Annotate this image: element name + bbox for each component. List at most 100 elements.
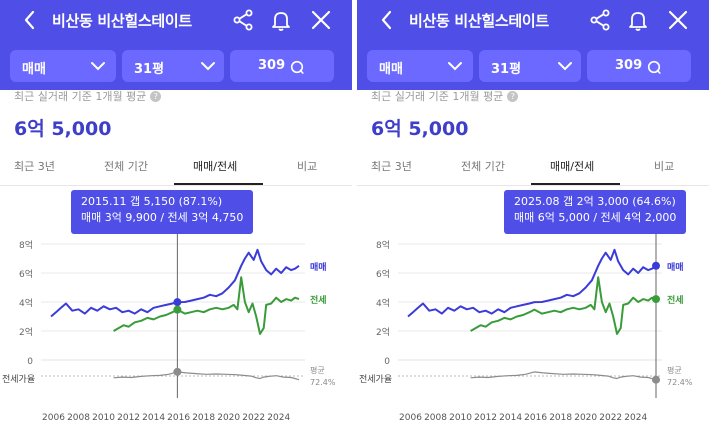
y-tick-label: 0 (27, 357, 33, 367)
price-subtitle: 최근 실거래 기준 1개월 평균? (371, 88, 519, 104)
x-tick-label: 2010 (449, 413, 472, 423)
ratio-axis-label: 전세가율 (359, 374, 392, 385)
size-value: 31평 (134, 62, 165, 77)
active-tab-indicator (174, 183, 263, 185)
page-title: 비산동 비산힐스테이트 (52, 12, 192, 30)
x-tick-label: 2012 (117, 413, 140, 423)
x-tick-label: 2016 (167, 413, 190, 423)
chevron-down-icon (201, 62, 215, 71)
chart-tabs: 최근 3년 전체 기간 매매/전세 비교 (0, 148, 352, 186)
tab-sale-jeonse[interactable]: 매매/전세 (193, 160, 238, 173)
share-icon[interactable] (587, 7, 613, 33)
panel-right: 비산동 비산힐스테이트 매매 31평 309 최근 실거래 기준 1개월 평균?… (357, 0, 709, 425)
tab-sale-jeonse[interactable]: 매매/전세 (550, 160, 595, 173)
trade-type-select[interactable]: 매매 (10, 50, 116, 82)
series-label-sale: 매매 (667, 261, 684, 273)
series-line-ratio (470, 371, 657, 381)
chat-bubble-icon (290, 60, 304, 74)
ratio-average-value: 72.4% (310, 378, 336, 387)
x-tick-label: 2014 (142, 413, 165, 423)
chart-tooltip: 2025.08 갭 2억 3,000 (64.6%) 매매 6억 5,000 /… (504, 190, 687, 234)
y-tick-label: 6억 (376, 268, 390, 280)
y-tick-label: 2억 (19, 326, 33, 338)
price-chart[interactable]: 8억 6억 4억 2억 0 전세가율 평균 72.4% 2006 2008 2010 2012 2014… (357, 188, 709, 425)
tab-recent-3y[interactable]: 최근 3년 (371, 160, 412, 173)
chart-svg: 8억 6억 4억 2억 0 전세가율 평균 72.4% 2006 2008 2010 2012 2014… (2, 228, 336, 423)
cursor-point-ratio (651, 375, 660, 384)
size-select[interactable]: 31평 (122, 50, 224, 82)
tooltip-line2: 매매 6억 5,000 / 전세 4억 2,000 (514, 211, 677, 224)
info-icon[interactable]: ? (507, 91, 519, 102)
x-tick-label: 2012 (474, 413, 497, 423)
close-icon[interactable] (665, 7, 691, 33)
series-line-ratio (113, 371, 300, 381)
tab-all-period[interactable]: 전체 기간 (461, 160, 505, 173)
comments-count: 309 (258, 58, 286, 73)
x-tick-label: 2024 (624, 413, 647, 423)
size-value: 31평 (491, 62, 522, 77)
tooltip-line1: 2025.08 갭 2억 3,000 (64.6%) (514, 195, 676, 208)
y-tick-label: 2억 (376, 326, 390, 338)
series-line-jeonse (113, 276, 300, 335)
x-tick-label: 2022 (599, 413, 622, 423)
x-tick-label: 2020 (217, 413, 240, 423)
comments-count: 309 (615, 58, 643, 73)
y-tick-label: 0 (384, 357, 390, 367)
bell-icon[interactable] (625, 7, 651, 33)
y-tick-label: 4억 (376, 297, 390, 309)
x-tick-label: 2022 (242, 413, 265, 423)
tab-compare[interactable]: 비교 (654, 160, 675, 173)
y-tick-label: 6억 (19, 268, 33, 280)
price-chart[interactable]: 8억 6억 4억 2억 0 전세가율 평균 72.4% 2006 2008 2010 2012 2014… (0, 188, 352, 425)
chat-bubble-icon (647, 60, 661, 74)
x-tick-label: 2020 (574, 413, 597, 423)
size-select[interactable]: 31평 (479, 50, 581, 82)
trade-type-select[interactable]: 매매 (367, 50, 473, 82)
close-icon[interactable] (308, 7, 334, 33)
share-icon[interactable] (230, 7, 256, 33)
series-line-sale (50, 248, 300, 318)
ratio-average-value: 72.4% (667, 378, 693, 387)
price-subtitle: 최근 실거래 기준 1개월 평균? (14, 88, 162, 104)
info-icon[interactable]: ? (150, 91, 162, 102)
average-price: 6억 5,000 (14, 118, 112, 140)
tooltip-line2: 매매 3억 9,900 / 전세 3억 4,750 (81, 211, 244, 224)
chevron-left-icon[interactable] (375, 7, 399, 33)
y-tick-label: 8억 (376, 239, 390, 251)
x-tick-label: 2018 (549, 413, 572, 423)
y-tick-label: 4억 (19, 297, 33, 309)
chevron-left-icon[interactable] (18, 7, 42, 33)
x-tick-label: 2006 (42, 413, 65, 423)
x-tick-label: 2014 (499, 413, 522, 423)
x-tick-label: 2024 (267, 413, 290, 423)
x-tick-label: 2008 (67, 413, 90, 423)
trade-type-value: 매매 (22, 62, 46, 77)
tab-all-period[interactable]: 전체 기간 (104, 160, 148, 173)
y-tick-label: 8억 (19, 239, 33, 251)
cursor-point-sale (173, 298, 182, 307)
chart-tooltip: 2015.11 갭 5,150 (87.1%) 매매 3억 9,900 / 전세… (71, 190, 254, 234)
app-header: 비산동 비산힐스테이트 매매 31평 309 (357, 0, 709, 90)
chart-tabs: 최근 3년 전체 기간 매매/전세 비교 (357, 148, 709, 186)
cursor-point-sale (651, 261, 660, 270)
series-line-jeonse (470, 276, 657, 335)
tab-recent-3y[interactable]: 최근 3년 (14, 160, 55, 173)
bell-icon[interactable] (268, 7, 294, 33)
page-title: 비산동 비산힐스테이트 (409, 12, 549, 30)
panel-divider (352, 0, 357, 425)
comments-button[interactable]: 309 (587, 50, 691, 82)
series-line-sale (407, 248, 657, 318)
cursor-point-ratio (173, 367, 182, 376)
series-label-sale: 매매 (310, 261, 327, 273)
x-tick-label: 2010 (92, 413, 115, 423)
chevron-down-icon (558, 62, 572, 71)
trade-type-value: 매매 (379, 62, 403, 77)
comments-button[interactable]: 309 (230, 50, 334, 82)
ratio-axis-label: 전세가율 (2, 374, 35, 385)
panel-left: 비산동 비산힐스테이트 매매 31평 309 최근 실거래 기준 1개월 평균?… (0, 0, 352, 425)
cursor-point-jeonse (651, 295, 660, 304)
series-label-jeonse: 전세 (667, 294, 684, 306)
tab-compare[interactable]: 비교 (297, 160, 318, 173)
ratio-average-label: 평균 (667, 365, 682, 375)
average-price: 6억 5,000 (371, 118, 469, 140)
